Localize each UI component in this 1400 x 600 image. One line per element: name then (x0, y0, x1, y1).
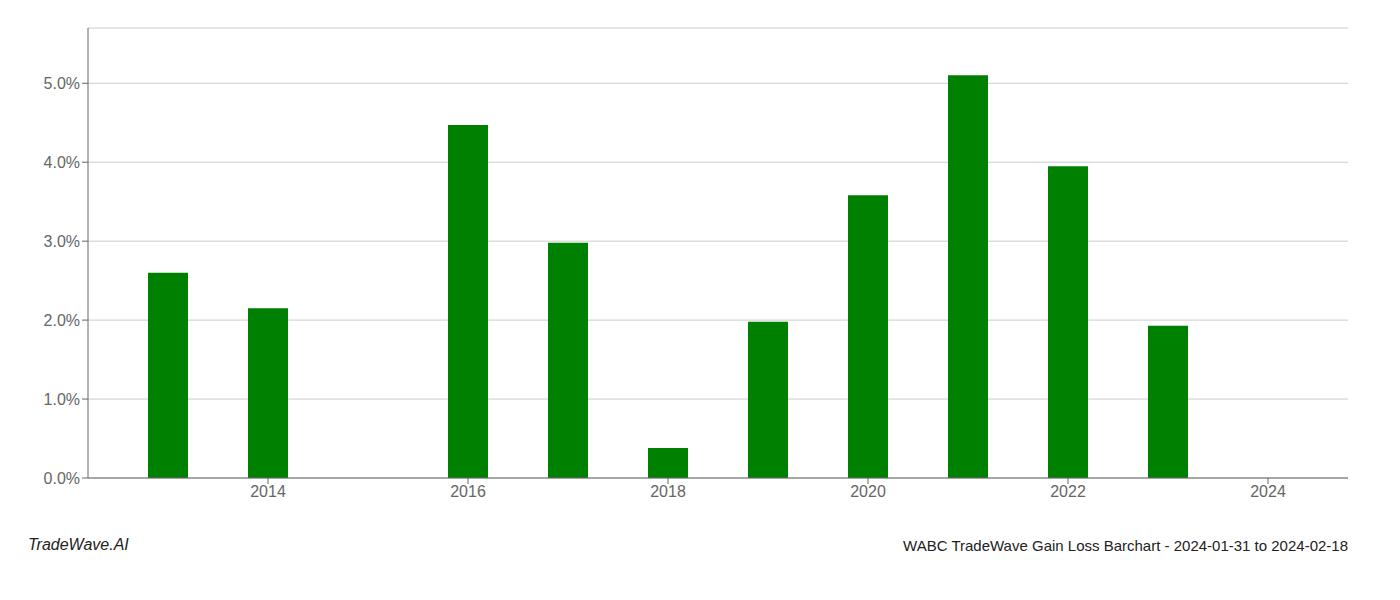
svg-text:0.0%: 0.0% (44, 470, 80, 487)
html-text:WABC TradeWave Gain Loss Barch: WABC TradeWave Gain Loss Barchart - 2024… (903, 536, 1348, 554)
svg-text:1.0%: 1.0% (44, 391, 80, 408)
svg-text:2.0%: 2.0% (44, 312, 80, 329)
svg-text:2016: 2016 (450, 483, 486, 500)
svg-text:2014: 2014 (250, 483, 286, 500)
svg-text:2022: 2022 (1050, 483, 1086, 500)
svg-text:4.0%: 4.0% (44, 154, 80, 171)
svg-text:3.0%: 3.0% (44, 233, 80, 250)
svg-text:2020: 2020 (850, 483, 886, 500)
html-text:TradeWave.AI: TradeWave.AI (28, 536, 129, 553)
svg-text:2024: 2024 (1250, 483, 1286, 500)
svg-text:5.0%: 5.0% (44, 75, 80, 92)
svg-text:2018: 2018 (650, 483, 686, 500)
